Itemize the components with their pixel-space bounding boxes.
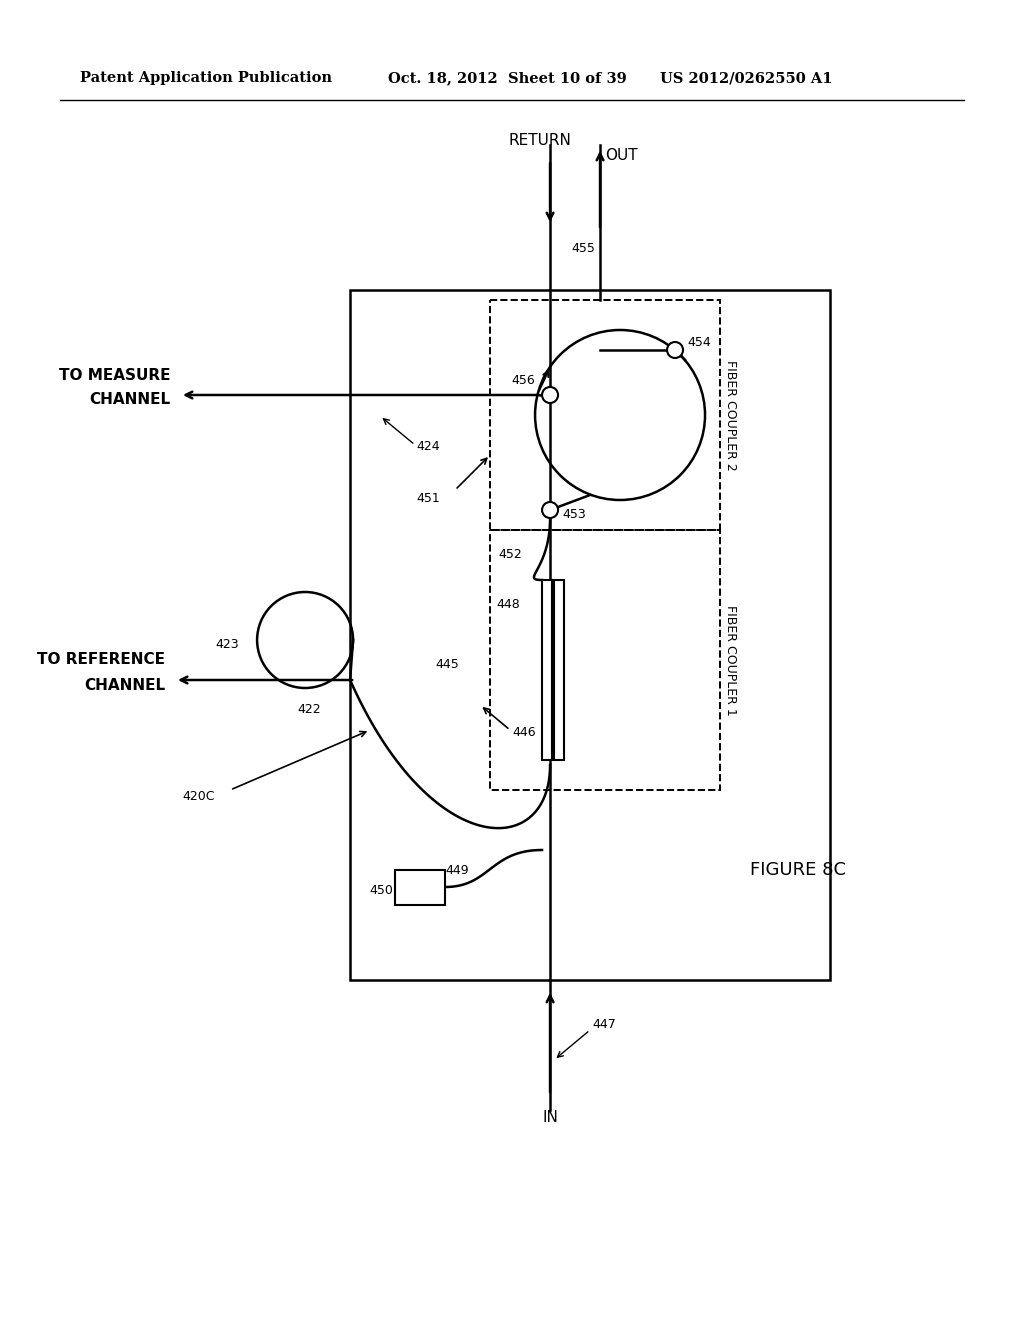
Bar — [395, 870, 445, 906]
Text: FIGURE 8C: FIGURE 8C — [750, 861, 846, 879]
Text: Patent Application Publication: Patent Application Publication — [80, 71, 332, 84]
Text: 455: 455 — [571, 242, 595, 255]
Text: OUT: OUT — [605, 148, 638, 162]
Text: FIBER COUPLER 1: FIBER COUPLER 1 — [724, 605, 737, 715]
Text: 454: 454 — [687, 335, 711, 348]
Bar — [350, 290, 830, 979]
Text: 450: 450 — [370, 883, 393, 896]
Text: 420C: 420C — [182, 791, 215, 804]
Text: 445: 445 — [435, 659, 459, 672]
Text: 453: 453 — [562, 508, 586, 521]
Text: 451: 451 — [417, 491, 440, 504]
Text: 447: 447 — [592, 1019, 615, 1031]
Circle shape — [542, 387, 558, 403]
Text: 449: 449 — [445, 863, 469, 876]
Bar — [554, 579, 564, 760]
Text: RETURN: RETURN — [509, 133, 571, 148]
Text: CHANNEL: CHANNEL — [89, 392, 170, 408]
Text: 452: 452 — [499, 549, 522, 561]
Circle shape — [667, 342, 683, 358]
Text: CHANNEL: CHANNEL — [84, 677, 165, 693]
Bar — [490, 531, 720, 789]
Text: TO REFERENCE: TO REFERENCE — [37, 652, 165, 668]
Text: Oct. 18, 2012  Sheet 10 of 39: Oct. 18, 2012 Sheet 10 of 39 — [388, 71, 627, 84]
Text: IN: IN — [542, 1110, 558, 1125]
Circle shape — [542, 502, 558, 517]
Text: 446: 446 — [512, 726, 536, 738]
Text: 422: 422 — [297, 704, 321, 715]
Text: 448: 448 — [497, 598, 520, 611]
Text: 424: 424 — [416, 441, 439, 454]
Text: FIBER COUPLER 2: FIBER COUPLER 2 — [724, 359, 737, 470]
Bar — [542, 579, 552, 760]
Text: 423: 423 — [215, 639, 239, 652]
Text: US 2012/0262550 A1: US 2012/0262550 A1 — [660, 71, 833, 84]
Bar — [490, 300, 720, 531]
Text: 456: 456 — [511, 375, 536, 388]
Text: TO MEASURE: TO MEASURE — [58, 367, 170, 383]
